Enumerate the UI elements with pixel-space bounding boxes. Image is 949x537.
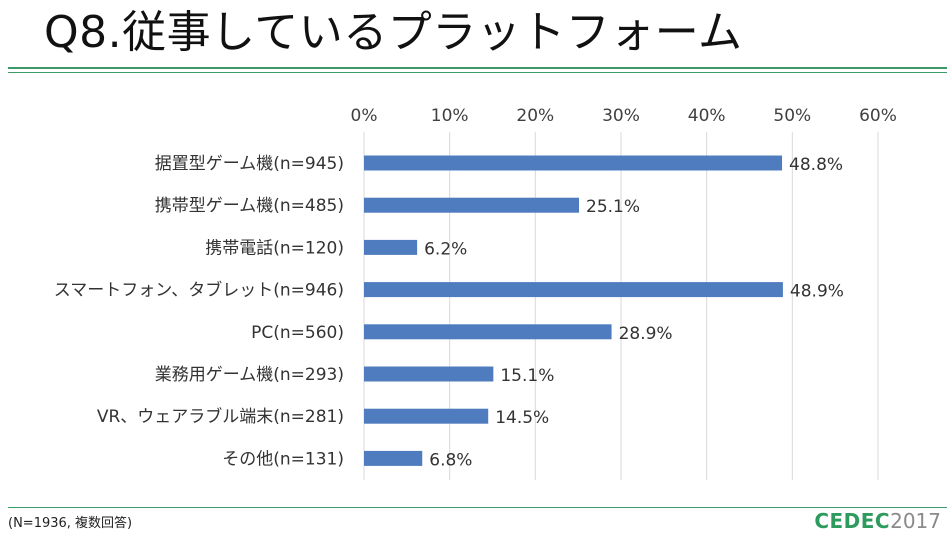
bar <box>364 197 580 213</box>
bar <box>364 324 612 340</box>
category-label: スマートフォン、タブレット(n=946) <box>54 280 344 301</box>
category-label: VR、ウェアラブル端末(n=281) <box>97 406 344 427</box>
category-label: その他(n=131) <box>222 449 344 469</box>
data-label: 6.8% <box>429 450 472 470</box>
x-tick-label: 0% <box>351 106 378 126</box>
x-tick-label: 30% <box>602 106 640 126</box>
category-label: 携帯電話(n=120) <box>205 238 344 258</box>
data-label: 28.9% <box>619 324 673 344</box>
data-label: 48.9% <box>790 282 844 302</box>
logo-year: 2017 <box>890 509 941 533</box>
title-underline-thick <box>8 67 947 69</box>
x-tick-label: 40% <box>688 106 726 126</box>
data-label: 15.1% <box>500 366 554 386</box>
bar <box>364 408 489 424</box>
logo-brand: CEDEC <box>814 509 891 533</box>
slide-title: Q8.従事しているプラットフォーム <box>44 7 743 58</box>
title-underline-thin <box>8 72 947 73</box>
data-label: 6.2% <box>424 239 467 259</box>
data-label: 14.5% <box>495 408 549 428</box>
bar <box>364 239 418 255</box>
bar <box>364 366 494 382</box>
category-label: 携帯型ゲーム機(n=485) <box>155 196 344 216</box>
bar <box>364 155 783 171</box>
category-label: PC(n=560) <box>251 323 344 343</box>
x-tick-label: 10% <box>431 106 469 126</box>
data-label: 48.8% <box>789 155 843 175</box>
category-label: 業務用ゲーム機(n=293) <box>155 365 344 385</box>
x-tick-label: 20% <box>516 106 554 126</box>
category-label: 据置型ゲーム機(n=945) <box>155 154 344 174</box>
bar <box>364 450 423 466</box>
footer-rule <box>8 507 947 508</box>
footnote: (N=1936, 複数回答) <box>8 516 133 531</box>
x-tick-label: 50% <box>773 106 811 126</box>
x-tick-label: 60% <box>859 106 897 126</box>
bar <box>364 282 783 298</box>
data-label: 25.1% <box>586 197 640 217</box>
cedec-logo: CEDEC2017 <box>814 509 941 533</box>
